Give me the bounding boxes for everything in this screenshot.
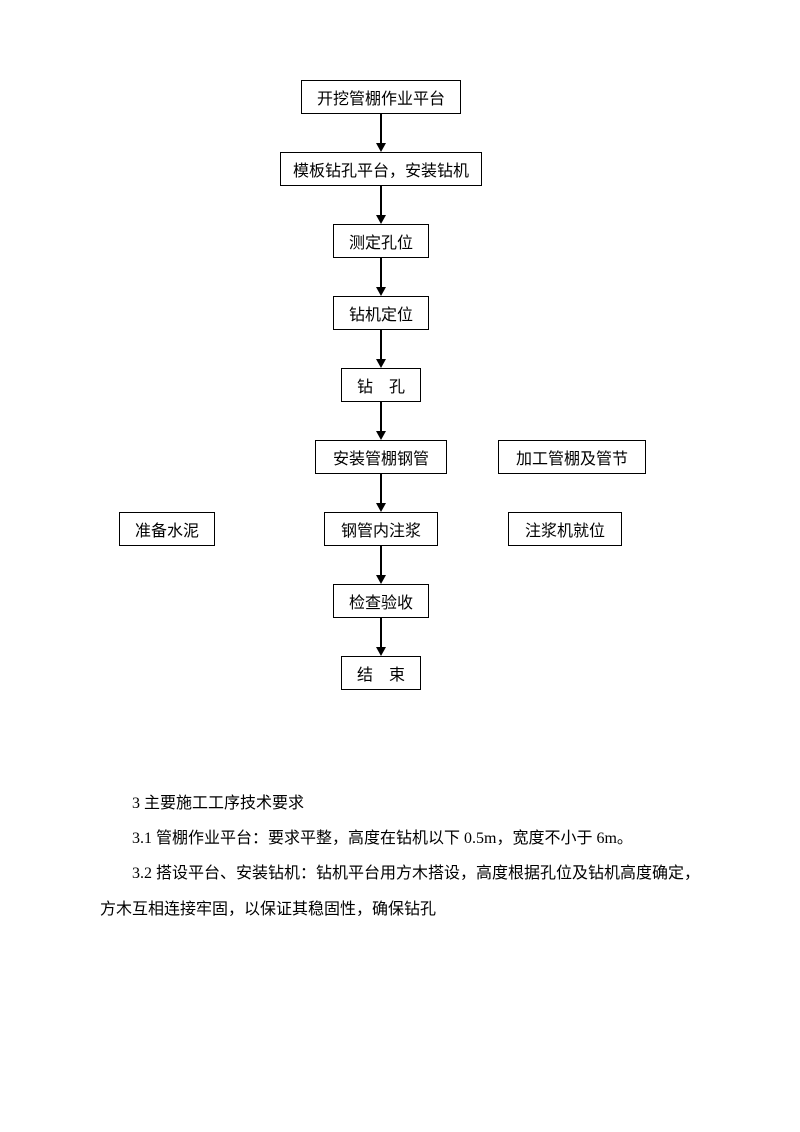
node-label: 钻机定位 xyxy=(349,301,413,325)
body-text-section: 3 主要施工工序技术要求 3.1 管棚作业平台：要求平整，高度在钻机以下 0.5… xyxy=(100,786,700,927)
node-label: 开挖管棚作业平台 xyxy=(317,85,445,109)
node-label: 模板钻孔平台，安装钻机 xyxy=(293,157,469,181)
node-inspection: 检查验收 xyxy=(333,584,429,618)
node-template-drill-platform: 模板钻孔平台，安装钻机 xyxy=(280,152,482,186)
arrow-head-icon xyxy=(376,503,386,512)
node-measure-hole: 测定孔位 xyxy=(333,224,429,258)
node-label: 测定孔位 xyxy=(349,229,413,253)
node-label: 检查验收 xyxy=(349,589,413,613)
arrow-line xyxy=(380,618,382,647)
arrow-line xyxy=(380,114,382,143)
node-label: 准备水泥 xyxy=(135,517,199,541)
node-label: 钻 孔 xyxy=(357,373,405,397)
arrow-head-icon xyxy=(376,431,386,440)
node-process-pipe-section: 加工管棚及管节 xyxy=(498,440,646,474)
node-drill-hole: 钻 孔 xyxy=(341,368,421,402)
arrow-head-icon xyxy=(376,359,386,368)
flowchart-container: 开挖管棚作业平台 模板钻孔平台，安装钻机 测定孔位 钻机定位 钻 孔 安装管棚钢… xyxy=(0,0,800,760)
arrow-line xyxy=(380,546,382,575)
paragraph-3-2: 3.2 搭设平台、安装钻机：钻机平台用方木搭设，高度根据孔位及钻机高度确定，方木… xyxy=(100,856,700,926)
node-install-pipe: 安装管棚钢管 xyxy=(315,440,447,474)
arrow-head-icon xyxy=(376,287,386,296)
arrow-head-icon xyxy=(376,647,386,656)
node-grouting: 钢管内注浆 xyxy=(324,512,438,546)
arrow-line xyxy=(380,402,382,431)
arrow-line xyxy=(380,258,382,287)
node-grouting-machine: 注浆机就位 xyxy=(508,512,622,546)
node-prepare-cement: 准备水泥 xyxy=(119,512,215,546)
arrow-head-icon xyxy=(376,215,386,224)
heading-3: 3 主要施工工序技术要求 xyxy=(100,786,700,821)
arrow-line xyxy=(380,186,382,215)
node-label: 钢管内注浆 xyxy=(341,517,421,541)
node-label: 安装管棚钢管 xyxy=(333,445,429,469)
node-excavate-platform: 开挖管棚作业平台 xyxy=(301,80,461,114)
node-label: 注浆机就位 xyxy=(525,517,605,541)
node-drill-position: 钻机定位 xyxy=(333,296,429,330)
node-label: 结 束 xyxy=(357,661,405,685)
node-label: 加工管棚及管节 xyxy=(516,445,628,469)
paragraph-3-1: 3.1 管棚作业平台：要求平整，高度在钻机以下 0.5m，宽度不小于 6m。 xyxy=(100,821,700,856)
arrow-line xyxy=(380,474,382,503)
arrow-head-icon xyxy=(376,143,386,152)
arrow-head-icon xyxy=(376,575,386,584)
arrow-line xyxy=(380,330,382,359)
node-end: 结 束 xyxy=(341,656,421,690)
